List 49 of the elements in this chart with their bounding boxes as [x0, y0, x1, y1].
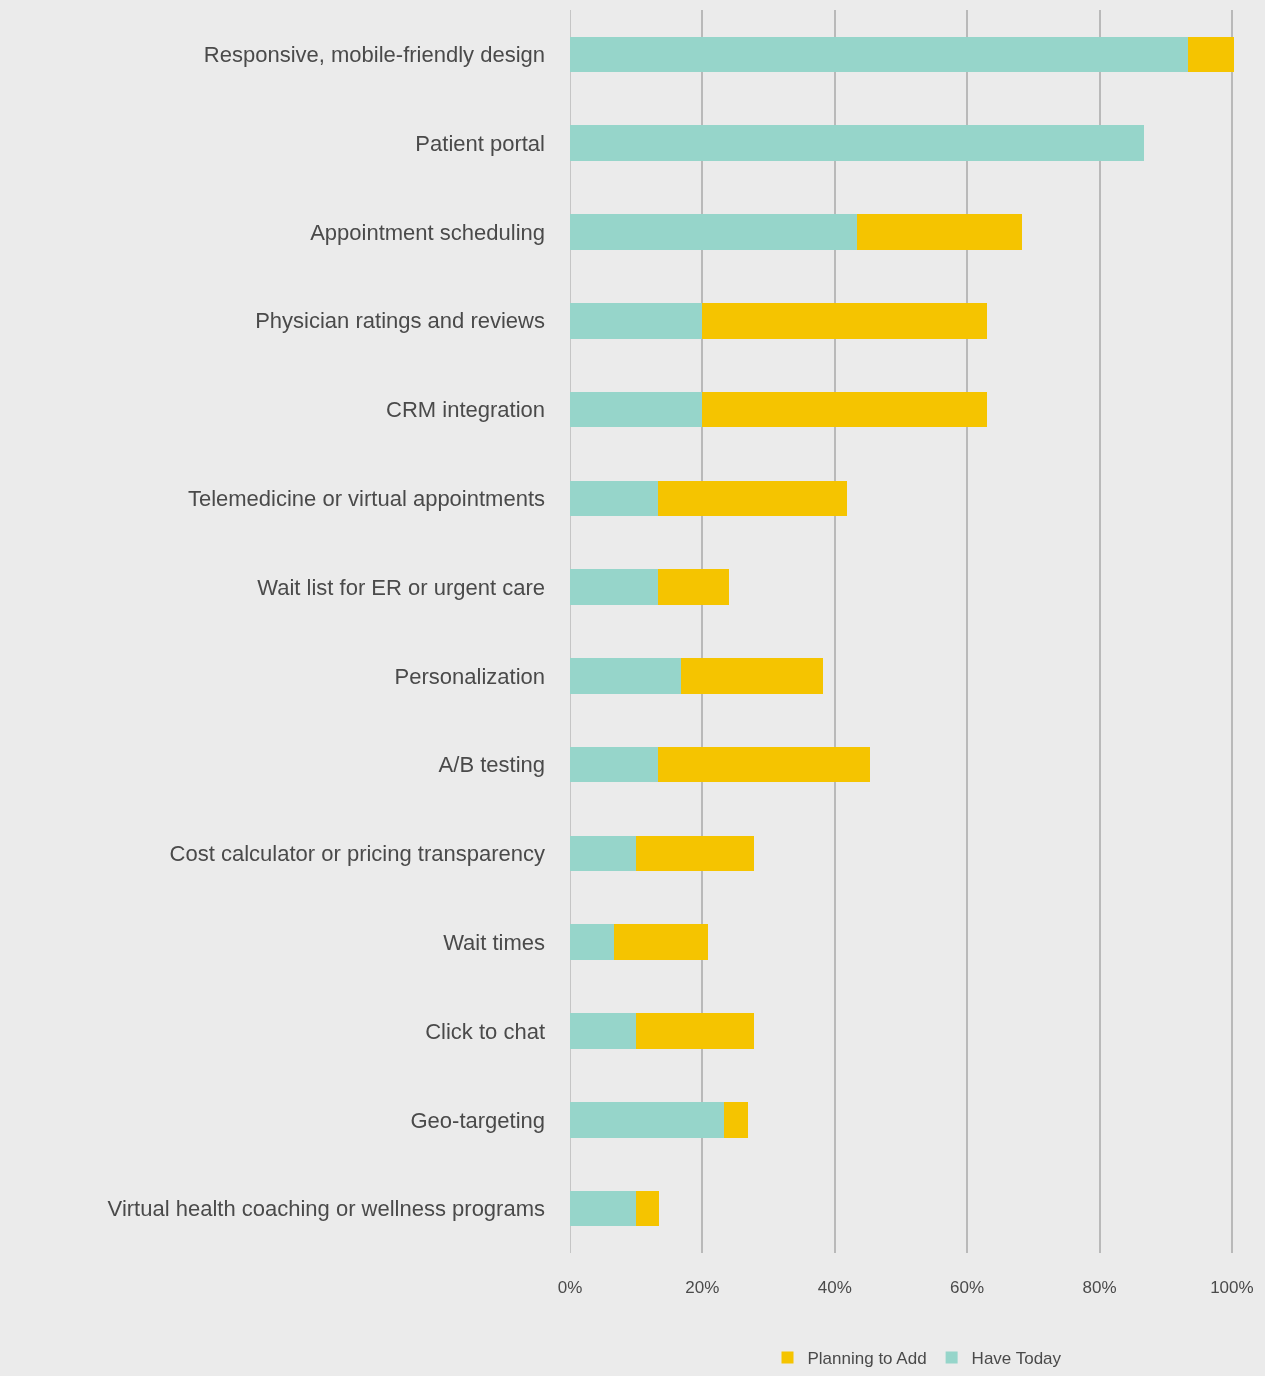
y-tick-label: CRM integration	[386, 397, 545, 423]
x-tick-label: 20%	[685, 1278, 720, 1297]
bar	[570, 214, 857, 250]
y-tick-label: Click to chat	[425, 1018, 545, 1044]
x-tick-label: 40%	[817, 1278, 852, 1297]
bar	[702, 302, 987, 339]
y-tick-label: A/B testing	[438, 752, 545, 778]
bar	[570, 36, 1188, 73]
bar	[680, 658, 823, 694]
y-tick-label: Patient portal	[415, 130, 545, 156]
bar	[614, 924, 709, 961]
bar	[570, 1190, 637, 1227]
x-tick-label: 100%	[1210, 1278, 1254, 1297]
y-tick-label: Appointment scheduling	[310, 219, 545, 245]
bar	[636, 1013, 755, 1049]
bar	[1187, 36, 1234, 73]
x-tick-label: 60%	[950, 1278, 985, 1297]
y-tick-label: Physician ratings and reviews	[255, 308, 545, 334]
bar	[570, 1102, 725, 1138]
bar	[570, 480, 659, 517]
y-tick-label: Virtual health coaching or wellness programs	[107, 1196, 545, 1222]
x-tick-label: 0%	[557, 1278, 583, 1297]
bar	[570, 746, 659, 783]
bar	[636, 835, 755, 872]
legend-label: Planning to Add	[807, 1349, 927, 1369]
y-tick-label: Wait times	[443, 929, 545, 955]
bar	[570, 835, 637, 872]
bar	[570, 302, 703, 339]
bar	[658, 746, 870, 783]
bar	[570, 125, 1144, 161]
bar	[570, 391, 703, 428]
y-tick-label: Wait list for ER or urgent care	[257, 574, 545, 600]
bar	[658, 569, 729, 605]
y-tick-label: Personalization	[394, 663, 545, 689]
bar	[570, 1013, 637, 1049]
y-tick-label: Cost calculator or pricing transparency	[169, 841, 545, 867]
y-tick-label: Telemedicine or virtual appointments	[187, 486, 545, 512]
y-tick-label: Geo-targeting	[410, 1107, 545, 1133]
legend-label: Have Today	[971, 1349, 1062, 1369]
bar	[724, 1102, 749, 1138]
bar	[570, 569, 659, 605]
bar	[702, 391, 987, 428]
bar	[636, 1190, 660, 1227]
y-tick-label: Responsive, mobile-friendly design	[203, 42, 545, 68]
bar	[856, 214, 1023, 250]
x-tick-label: 80%	[1082, 1278, 1117, 1297]
bar	[570, 924, 615, 961]
bar	[658, 480, 847, 517]
bar	[570, 658, 681, 694]
